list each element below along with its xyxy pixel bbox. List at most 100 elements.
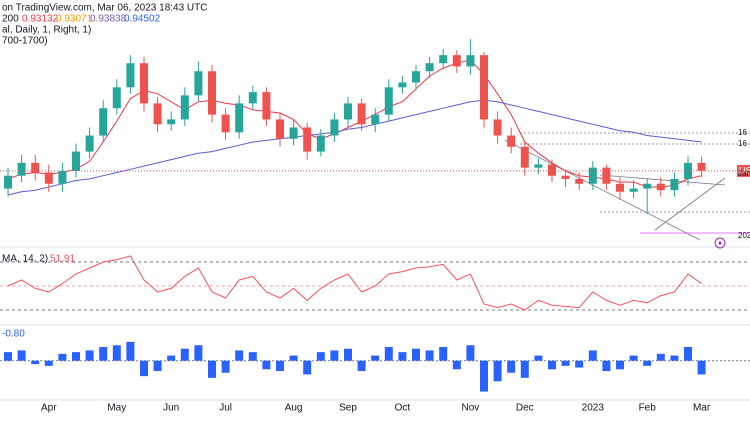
histogram-bar (507, 360, 516, 373)
candle-body (480, 55, 488, 120)
source-label: on TradingView.com, Mar 06, 2023 18:43 U… (2, 3, 207, 14)
x-tick-label: Aug (285, 403, 303, 414)
candle-body (452, 55, 461, 67)
histogram-bar (493, 360, 502, 382)
candle-body (99, 108, 108, 136)
candle-body (656, 183, 665, 191)
candle-body (17, 162, 26, 176)
histogram-bar (643, 360, 652, 366)
x-tick-label: Jul (219, 403, 232, 414)
histogram-bar (629, 355, 638, 361)
x-tick-label: 2023 (582, 403, 605, 414)
candle-body (316, 135, 325, 152)
candle-body (72, 151, 80, 171)
histogram-bar (180, 348, 189, 361)
histogram-bar (303, 360, 312, 375)
histogram-bar (466, 345, 475, 361)
histogram-bar (316, 352, 325, 361)
candle-body (153, 103, 162, 125)
histogram-bar (221, 360, 230, 373)
level-label: Janua (738, 169, 750, 178)
candle-body (194, 71, 203, 96)
candle-body (140, 63, 148, 104)
histogram-bar (262, 360, 271, 370)
x-tick-label: Apr (41, 403, 57, 414)
x-tick-label: Oct (395, 403, 411, 414)
candle-body (167, 119, 176, 125)
histogram-bar (602, 360, 611, 371)
histogram-bar (248, 352, 257, 361)
histogram-bar (575, 360, 584, 368)
histogram-bar (697, 360, 706, 375)
candle-body (58, 170, 67, 184)
histogram-bar (344, 348, 352, 361)
legend-prefix: 200 (2, 14, 19, 25)
histogram-bar (44, 360, 53, 366)
candle-body (85, 135, 94, 152)
histogram-bar (439, 347, 448, 361)
histogram-bar (520, 360, 529, 378)
histogram-bar (412, 348, 420, 361)
histogram-bar (194, 345, 203, 361)
rsi-label: MA, 14, 2) (2, 254, 48, 265)
candle-body (643, 183, 652, 189)
histogram-bar (452, 360, 461, 370)
candle-body (248, 92, 257, 104)
candle-body (412, 71, 420, 83)
histogram-bar (561, 360, 570, 366)
level-label: 16 (738, 139, 747, 148)
candle-body (276, 119, 284, 139)
candle-body (697, 162, 706, 171)
candle-body (384, 87, 393, 115)
candle-body (303, 127, 312, 152)
candle-body (180, 95, 189, 120)
histogram-bar (289, 355, 298, 361)
trend-line (504, 139, 701, 241)
histogram-bar (276, 360, 284, 371)
x-tick-label: May (107, 403, 126, 414)
x-tick-label: Mar (693, 403, 711, 414)
histogram-bar (425, 350, 434, 361)
candle-body (616, 183, 624, 192)
candle-body (398, 82, 407, 88)
candle-body (602, 167, 611, 184)
x-tick-label: Nov (462, 403, 480, 414)
histogram-bar (684, 347, 692, 361)
candle-body (629, 188, 638, 192)
histogram-bar (330, 350, 339, 361)
histogram-bar (140, 360, 148, 377)
candle-body (670, 178, 679, 191)
candle-body (439, 55, 448, 64)
level-label: 16 (738, 128, 747, 137)
histogram-bar (588, 350, 597, 361)
histogram-bar (670, 355, 679, 361)
alert-icon-dot (718, 241, 722, 245)
candle-body (507, 135, 516, 147)
histogram-bar (17, 350, 26, 361)
level-label: 2023 (738, 231, 750, 240)
legend-value: 0.93838 (90, 14, 127, 25)
candle-body (44, 172, 53, 184)
candle-body (588, 167, 597, 184)
trend-line (599, 174, 726, 186)
histogram-bar (548, 360, 556, 370)
candle-body (262, 92, 271, 120)
candle-body (330, 119, 339, 136)
indicator-range: 700-1700) (2, 36, 48, 47)
histogram-bar (126, 341, 135, 361)
candle-body (235, 103, 244, 133)
indicator-label: al, Daily, 1, Right, 1) (2, 25, 91, 36)
candle-body (208, 71, 216, 115)
legend-value: 0.93132 (22, 14, 59, 25)
candle-body (575, 178, 584, 184)
histogram-bar (208, 360, 216, 378)
candle-body (31, 162, 40, 173)
histogram-bar (480, 360, 488, 392)
histogram-bar (167, 355, 176, 361)
alert-icon[interactable] (714, 237, 726, 249)
candle-body (466, 55, 475, 67)
candle-body (357, 103, 366, 125)
candle-body (548, 164, 556, 176)
